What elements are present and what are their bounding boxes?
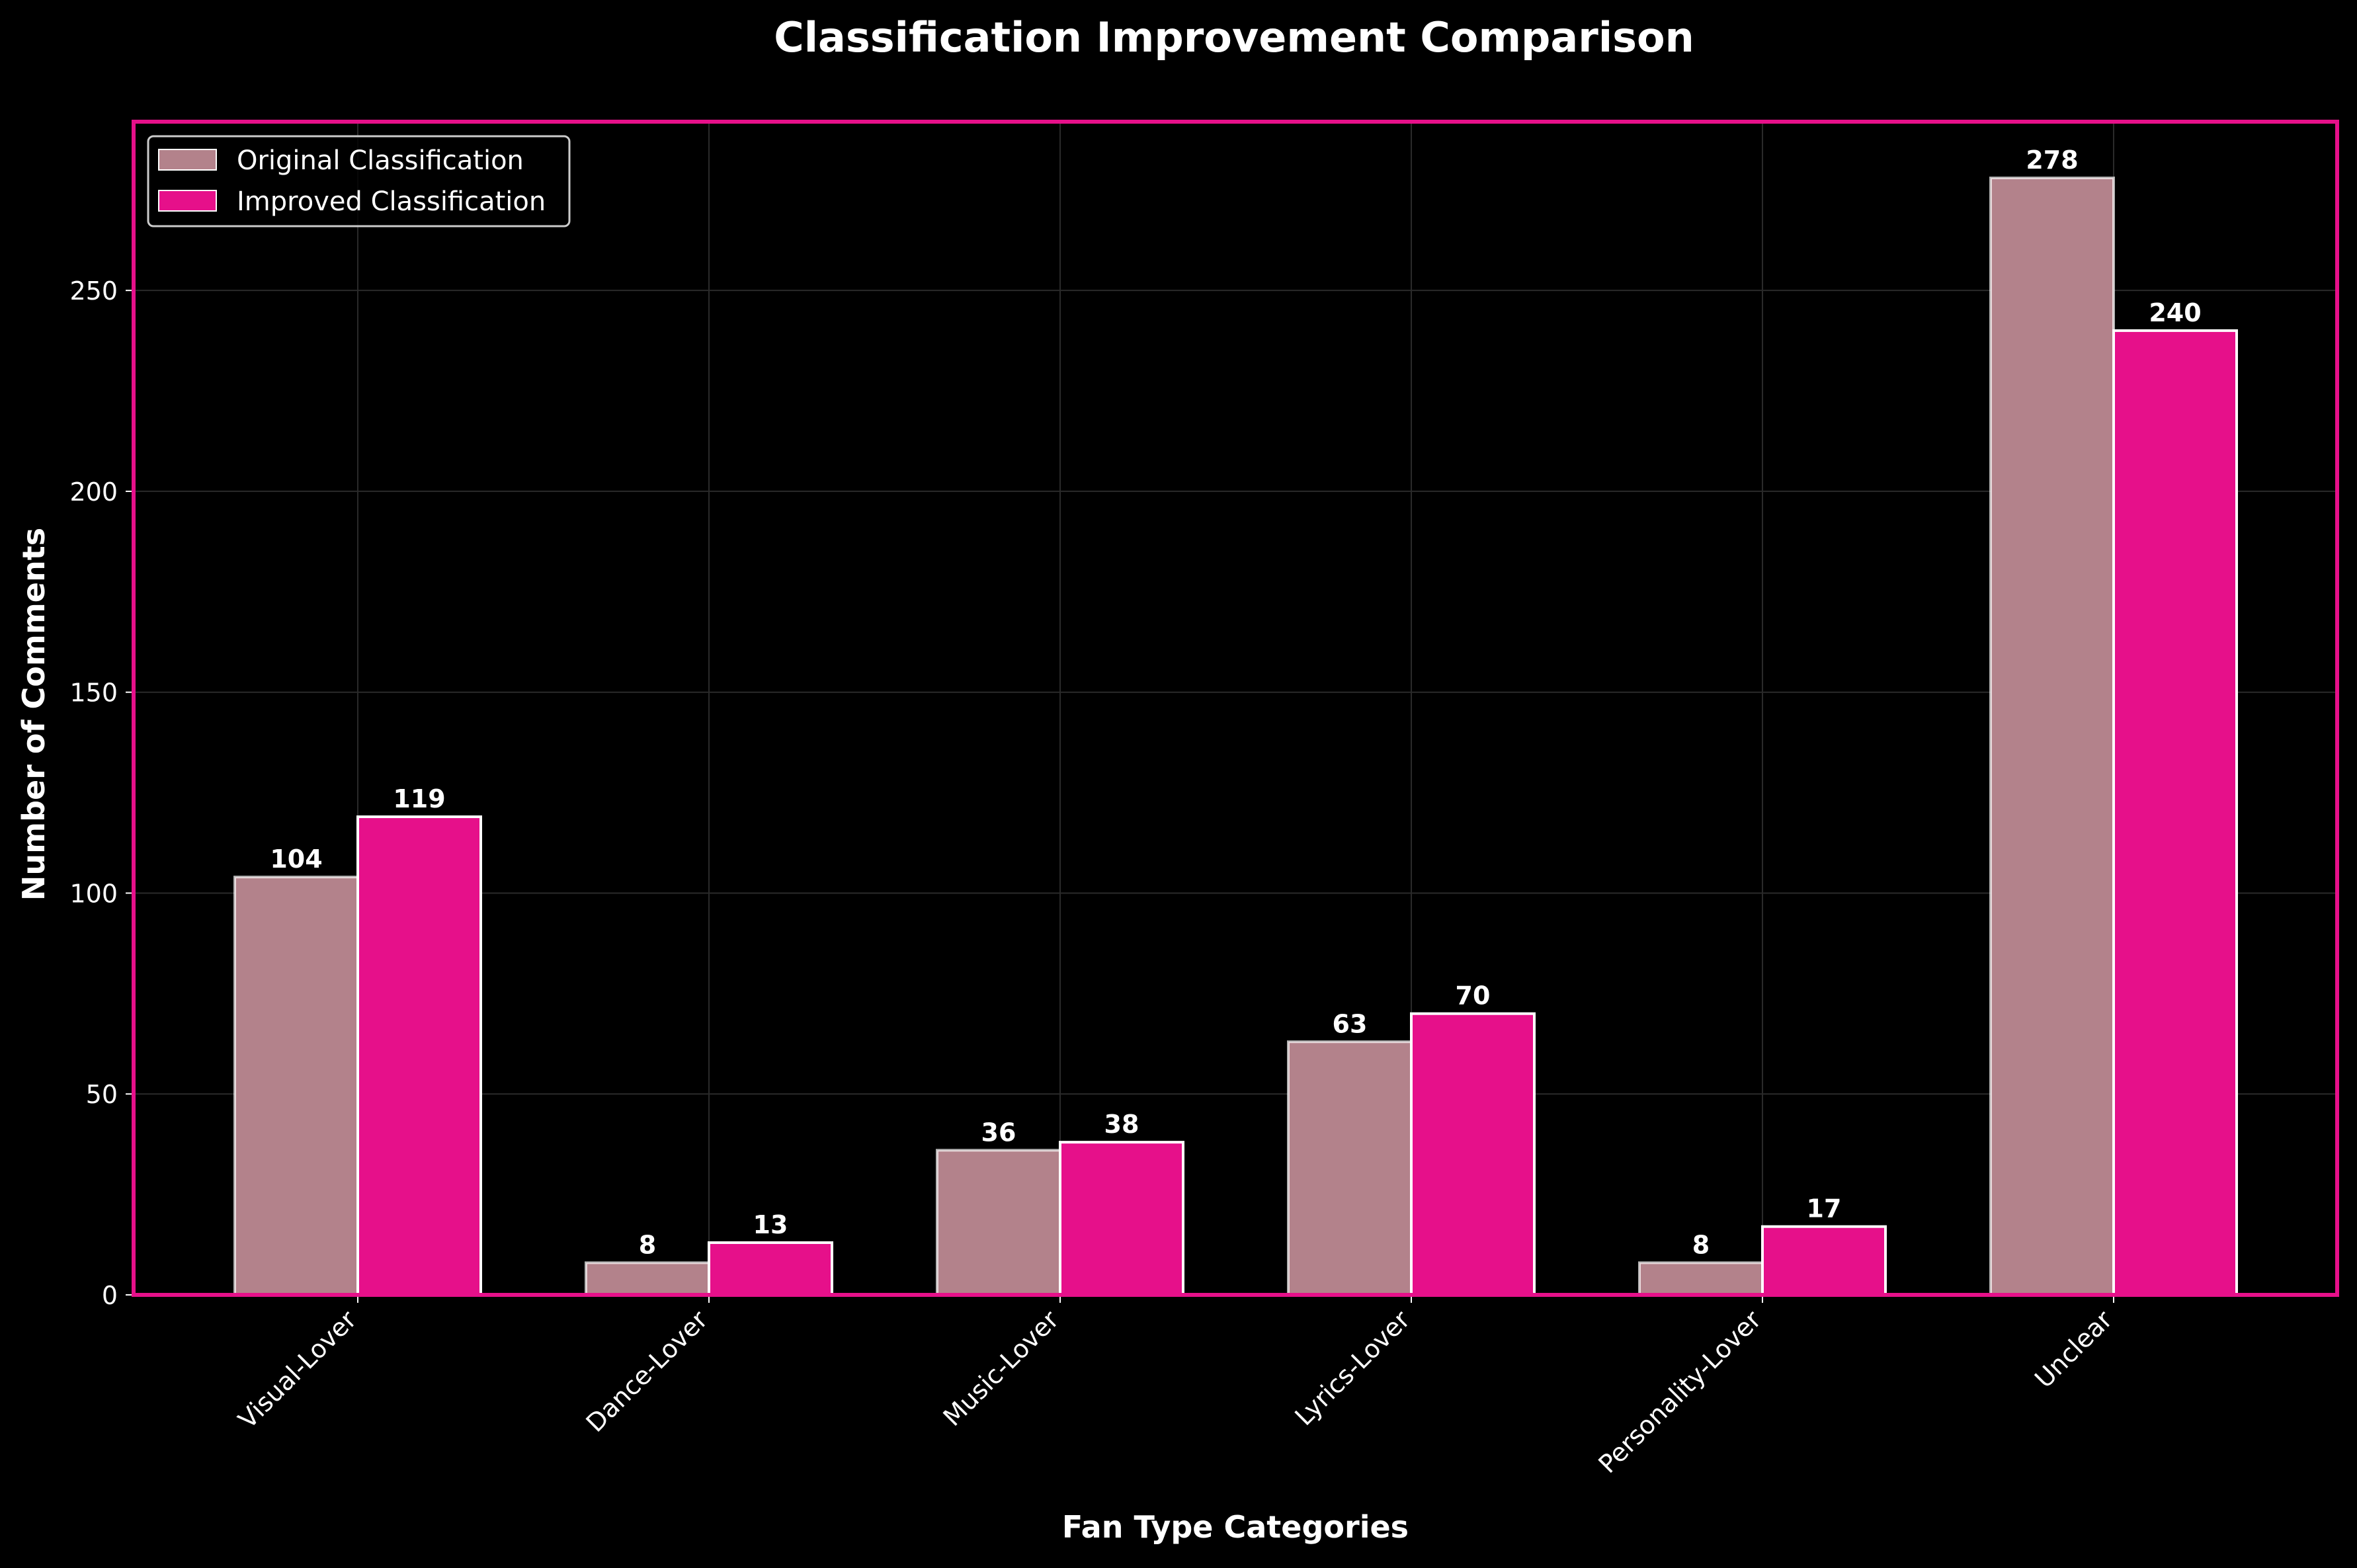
value-label-original: 278	[2026, 145, 2078, 175]
value-label-improved: 13	[753, 1210, 788, 1239]
bar-original	[1638, 1261, 1764, 1296]
value-label-original: 8	[639, 1230, 656, 1259]
x-axis-label: Fan Type Categories	[1062, 1509, 1409, 1545]
value-label-improved: 70	[1456, 981, 1491, 1011]
value-label-improved: 17	[1807, 1194, 1842, 1223]
bar-improved	[356, 815, 482, 1297]
bars	[233, 177, 2238, 1297]
legend-swatch-original	[158, 149, 217, 171]
chart-title: Classification Improvement Comparison	[774, 13, 1694, 62]
bar-improved	[2112, 329, 2238, 1296]
y-tick-label: 50	[86, 1080, 118, 1109]
y-tick-label: 150	[69, 679, 118, 708]
data-labels: 104 8 36 63 8 278 119 13 38 70 17 240	[270, 145, 2201, 1259]
bar-improved	[708, 1241, 833, 1296]
bar-original	[233, 876, 359, 1297]
bar-improved	[1059, 1141, 1184, 1296]
legend-box	[147, 135, 571, 227]
value-label-original: 8	[1692, 1230, 1710, 1259]
bar-original	[585, 1261, 710, 1296]
bar-improved	[1761, 1225, 1887, 1297]
value-label-improved: 240	[2149, 298, 2201, 327]
y-tick-label: 200	[69, 477, 118, 507]
value-label-original: 36	[981, 1118, 1016, 1147]
legend-swatch-improved	[158, 190, 217, 212]
legend: Original Classification Improved Classif…	[147, 135, 571, 227]
plot-frame	[132, 120, 2339, 1297]
value-label-original: 63	[1333, 1009, 1368, 1038]
value-label-improved: 38	[1104, 1110, 1139, 1139]
y-tick-label: 250	[69, 276, 118, 306]
bar-original	[1989, 177, 2115, 1296]
y-tick-label: 0	[102, 1281, 118, 1310]
bar-original	[936, 1149, 1061, 1297]
y-axis-label: Number of Comments	[16, 528, 52, 901]
value-label-improved: 119	[393, 784, 445, 813]
y-tick-label: 100	[69, 879, 118, 908]
bar-original	[1287, 1040, 1413, 1296]
value-label-original: 104	[270, 845, 322, 874]
bar-improved	[1410, 1012, 1536, 1297]
legend-label-improved: Improved Classification	[237, 186, 546, 217]
legend-label-original: Original Classification	[237, 145, 524, 176]
